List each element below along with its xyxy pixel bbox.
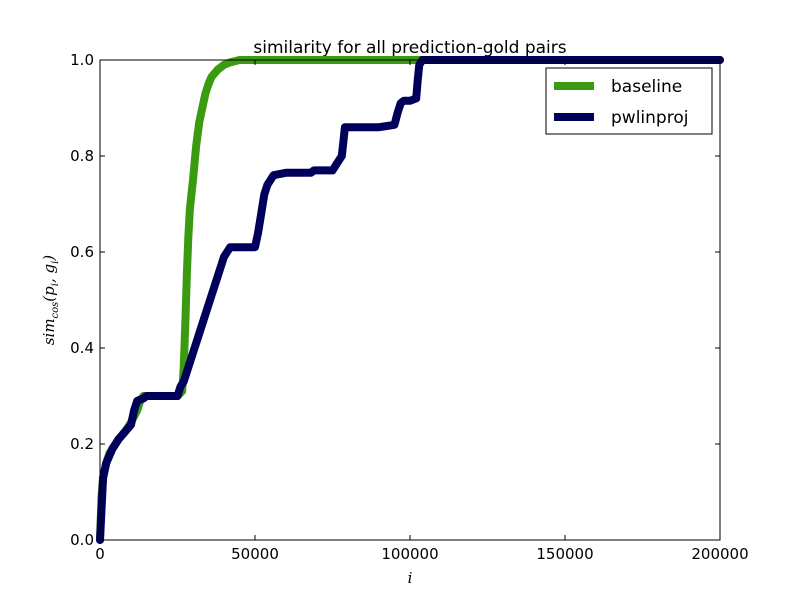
x-tick-label: 100000 xyxy=(381,545,438,563)
y-axis-label: simcos(pi, gi) xyxy=(40,255,61,346)
y-tick-label: 0.0 xyxy=(70,531,94,549)
x-tick-label: 200000 xyxy=(691,545,748,563)
y-label-comma: , g xyxy=(40,264,58,283)
y-label-sim: sim xyxy=(40,318,58,345)
legend-label-baseline: baseline xyxy=(611,77,682,97)
legend-label-pwlinproj: pwlinproj xyxy=(611,108,688,128)
x-axis: 0 50000 100000 150000 200000 xyxy=(95,60,749,563)
y-label-i-subscript-2: i xyxy=(50,261,61,264)
y-tick-label: 0.4 xyxy=(70,339,94,357)
x-axis-label: i xyxy=(408,569,413,587)
chart-title: similarity for all prediction-gold pairs xyxy=(253,38,566,58)
y-tick-label: 1.0 xyxy=(70,51,94,69)
legend: baseline pwlinproj xyxy=(545,67,713,135)
x-tick-label: 0 xyxy=(95,545,105,563)
series-layer xyxy=(96,56,724,544)
x-tick-label: 150000 xyxy=(536,545,593,563)
y-tick-label: 0.6 xyxy=(70,243,94,261)
y-tick-label: 0.8 xyxy=(70,147,94,165)
y-label-cos-subscript: cos xyxy=(50,302,61,319)
series-line-pwlinproj xyxy=(96,56,724,544)
y-axis: 0.0 0.2 0.4 0.6 0.8 1.0 xyxy=(70,51,720,549)
x-tick-label: 50000 xyxy=(231,545,279,563)
y-label-close: ) xyxy=(40,255,58,262)
legend-box xyxy=(545,67,713,135)
y-label-i-subscript-1: i xyxy=(50,283,61,286)
y-tick-label: 0.2 xyxy=(70,435,94,453)
svg-text:simcos(pi, gi): simcos(pi, gi) xyxy=(40,255,61,346)
y-label-args: (p xyxy=(40,286,58,302)
